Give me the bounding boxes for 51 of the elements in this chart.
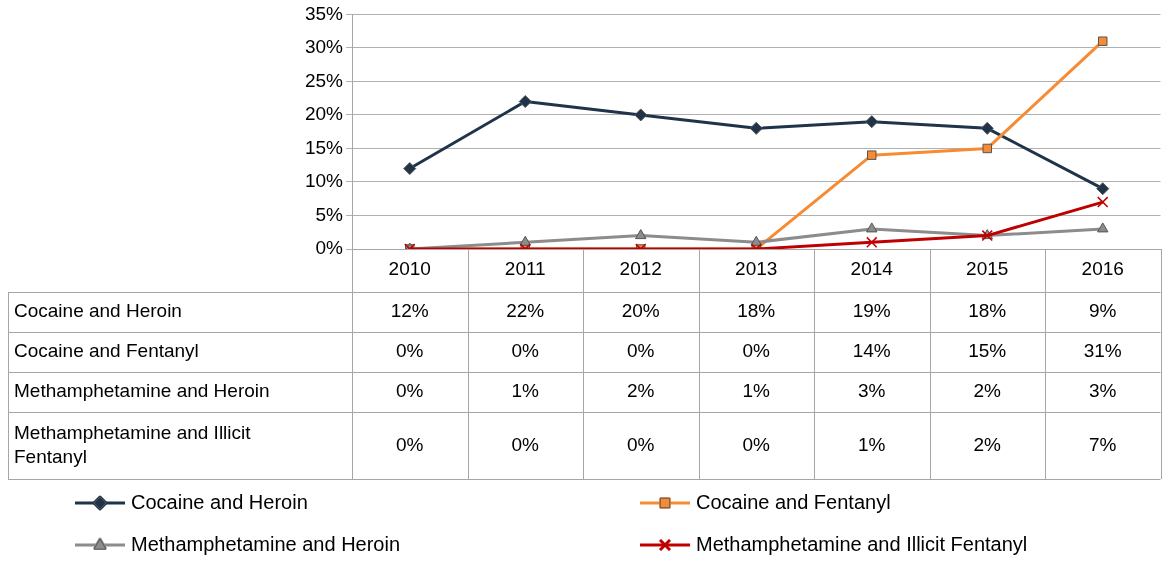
- legend-label: Methamphetamine and Illicit Fentanyl: [696, 532, 1028, 555]
- x-tick-label: 2011: [504, 258, 546, 280]
- data-label: 1%: [511, 380, 540, 402]
- x-tick-label: 2012: [619, 258, 662, 280]
- data-label: 9%: [1089, 300, 1117, 322]
- data-label: 7%: [1089, 433, 1117, 455]
- y-tick-label: 20%: [304, 103, 344, 125]
- x-tick-label: 2016: [1081, 258, 1124, 280]
- data-label: 22%: [506, 300, 545, 322]
- data-label: 2%: [627, 380, 655, 402]
- text: Cocaine and Fentanyl: [14, 340, 199, 362]
- y-tick-label: 25%: [304, 69, 344, 91]
- text: Cocaine and Heroin: [14, 300, 182, 322]
- data-label: 14%: [852, 340, 891, 362]
- data-label: 0%: [511, 433, 540, 455]
- text: Methamphetamine and Heroin: [14, 380, 270, 402]
- data-label: 3%: [1089, 380, 1117, 402]
- text: Methamphetamine and Illicit Fentanyl: [14, 421, 251, 467]
- legend-label: Cocaine and Fentanyl: [696, 490, 891, 513]
- x-tick-label: 2013: [735, 258, 778, 280]
- data-label: 19%: [852, 300, 891, 322]
- y-tick-label: 35%: [304, 2, 344, 24]
- data-label: 12%: [390, 300, 429, 322]
- y-tick-label: 5%: [315, 203, 344, 225]
- data-label: 1%: [742, 380, 771, 402]
- data-label: 2%: [973, 433, 1002, 455]
- y-tick-label: 15%: [304, 136, 344, 158]
- data-label: 15%: [968, 340, 1007, 362]
- data-label: 0%: [511, 340, 540, 362]
- data-label: 18%: [968, 300, 1007, 322]
- legend-label: Cocaine and Heroin: [131, 490, 308, 513]
- data-label: 0%: [627, 340, 655, 362]
- data-label: 0%: [396, 433, 424, 455]
- data-label: 0%: [396, 380, 424, 402]
- legend-label: Methamphetamine and Heroin: [131, 532, 401, 555]
- y-tick-label: 0%: [315, 237, 344, 259]
- x-tick-label: 2015: [966, 258, 1009, 280]
- data-label: 2%: [973, 380, 1002, 402]
- data-label: 18%: [737, 300, 776, 322]
- data-label: 0%: [742, 433, 771, 455]
- x-tick-label: 2014: [850, 258, 894, 280]
- data-label: 0%: [742, 340, 771, 362]
- x-tick-label: 2010: [388, 258, 431, 280]
- data-label: 3%: [858, 380, 886, 402]
- data-label: 31%: [1083, 340, 1122, 362]
- y-tick-label: 10%: [304, 170, 344, 192]
- data-label: 0%: [396, 340, 424, 362]
- data-label: 20%: [621, 300, 660, 322]
- y-tick-label: 30%: [304, 36, 344, 58]
- data-label: 1%: [858, 433, 886, 455]
- data-label: 0%: [627, 433, 655, 455]
